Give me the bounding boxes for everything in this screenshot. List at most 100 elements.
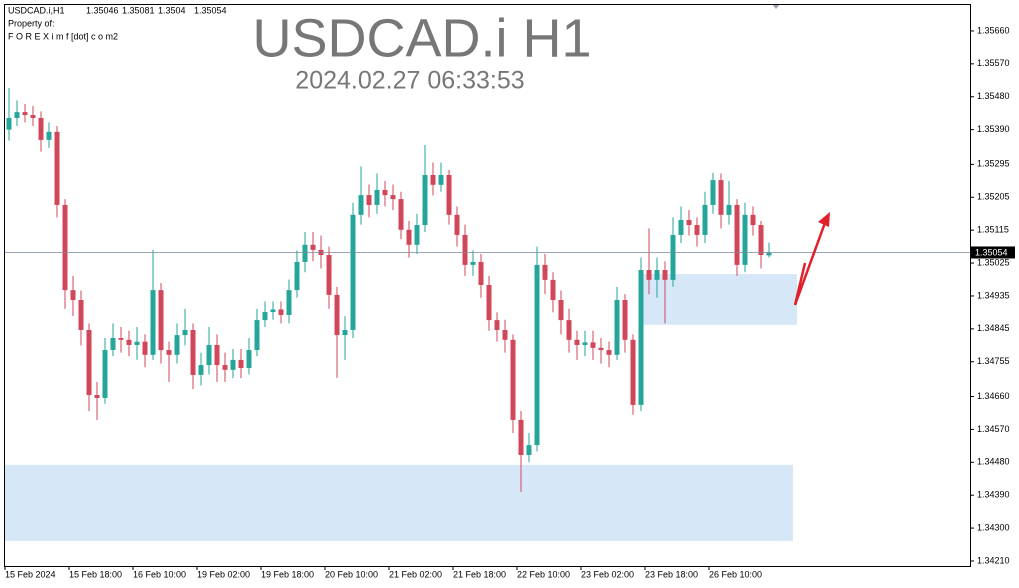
y-tick-label: 1.35025 (977, 257, 1010, 267)
zone (640, 274, 797, 325)
x-tick-label: 15 Feb 18:00 (69, 569, 122, 579)
candle-body (430, 174, 436, 185)
candle-body (654, 270, 660, 280)
candle-body (734, 204, 740, 265)
forecast-arrowhead (818, 212, 830, 227)
candle-body (542, 264, 548, 280)
y-tick-label: 1.35205 (977, 192, 1010, 202)
chart-title: USDCAD.i H1 (252, 8, 591, 68)
candle-body (214, 344, 220, 366)
candle-body (206, 344, 212, 366)
candle-body (438, 174, 444, 185)
candle-body (502, 329, 508, 340)
y-tick-label: 1.34845 (977, 323, 1010, 333)
candle-body (470, 261, 476, 265)
candle-body (566, 320, 572, 340)
y-tick-label: 1.35295 (977, 159, 1010, 169)
candle-body (670, 234, 676, 280)
candle-body (662, 270, 668, 280)
candle-body (254, 320, 260, 351)
x-tick-label: 21 Feb 02:00 (389, 569, 442, 579)
candle-body (118, 338, 124, 340)
candle-body (110, 338, 116, 351)
candle-body (750, 214, 756, 226)
info-high: 1.35081 (122, 5, 155, 15)
candle-body (366, 195, 372, 205)
candle-body (230, 359, 236, 370)
candle-body (758, 225, 764, 256)
candle-body (22, 112, 28, 116)
owner: F O R E X i m f [dot] c o m2 (8, 31, 118, 41)
candle-body (614, 299, 620, 355)
candle-body (374, 189, 380, 205)
candle-body (630, 339, 636, 405)
candle-body (414, 225, 420, 245)
candle-body (150, 290, 156, 355)
candle-body (190, 329, 196, 375)
candle-body (78, 299, 84, 330)
info-open: 1.35046 (86, 5, 119, 15)
x-tick-label: 19 Feb 02:00 (197, 569, 250, 579)
candle-body (510, 339, 516, 420)
y-tick-label: 1.35660 (977, 25, 1010, 35)
y-tick-label: 1.35390 (977, 124, 1010, 134)
x-tick-label: 15 Feb 2024 (5, 569, 56, 579)
candle-body (30, 115, 36, 118)
candle-body (126, 339, 132, 345)
candle-body (446, 174, 452, 215)
candle-body (198, 365, 204, 375)
owner-label: Property of: (8, 18, 55, 28)
candle-body (54, 131, 60, 205)
y-tick-label: 1.35570 (977, 58, 1010, 68)
plot (5, 87, 970, 492)
candle-body (726, 204, 732, 215)
y-tick-label: 1.34210 (977, 555, 1010, 565)
zone (5, 464, 793, 541)
candle-body (390, 195, 396, 200)
candle-body (278, 309, 284, 315)
candle-body (350, 214, 356, 330)
x-tick-label: 23 Feb 18:00 (645, 569, 698, 579)
shift-marker (772, 4, 780, 9)
y-tick-label: 1.34570 (977, 424, 1010, 434)
y-tick-label: 1.35480 (977, 91, 1010, 101)
y-tick-label: 1.35115 (977, 225, 1009, 235)
x-tick-label: 21 Feb 18:00 (453, 569, 506, 579)
x-tick-label: 22 Feb 10:00 (517, 569, 570, 579)
y-tick-label: 1.34935 (977, 290, 1010, 300)
candle-body (622, 299, 628, 340)
candle-body (358, 195, 364, 215)
candle-body (382, 189, 388, 196)
candle-body (678, 219, 684, 235)
candle-body (310, 244, 316, 250)
candle-body (534, 264, 540, 446)
chart-subtitle: 2024.02.27 06:33:53 (295, 67, 524, 95)
y-tick-label: 1.34390 (977, 490, 1010, 500)
zones (5, 274, 797, 541)
candle-body (558, 299, 564, 321)
candle-body (86, 329, 92, 396)
price-label-box (971, 246, 1015, 259)
y-tick-label: 1.34660 (977, 391, 1010, 401)
candle-body (598, 347, 604, 351)
candle-body (574, 339, 580, 345)
candle-body (166, 350, 172, 355)
candle-body (606, 350, 612, 355)
candle-body (406, 229, 412, 245)
candle-body (422, 174, 428, 226)
candle-body (462, 234, 468, 265)
candle-body (342, 329, 348, 336)
candle-body (142, 341, 148, 355)
candle-body (294, 261, 300, 291)
candle-body (262, 312, 268, 321)
y-tick-label: 1.34755 (977, 356, 1010, 366)
candle-body (702, 204, 708, 235)
candle-body (302, 244, 308, 262)
candle-body (182, 329, 188, 336)
candle-body (6, 117, 12, 130)
candle-body (526, 445, 532, 455)
candle-body (638, 270, 644, 405)
candle-body (174, 335, 180, 355)
price-label: 1.35054 (975, 247, 1008, 257)
